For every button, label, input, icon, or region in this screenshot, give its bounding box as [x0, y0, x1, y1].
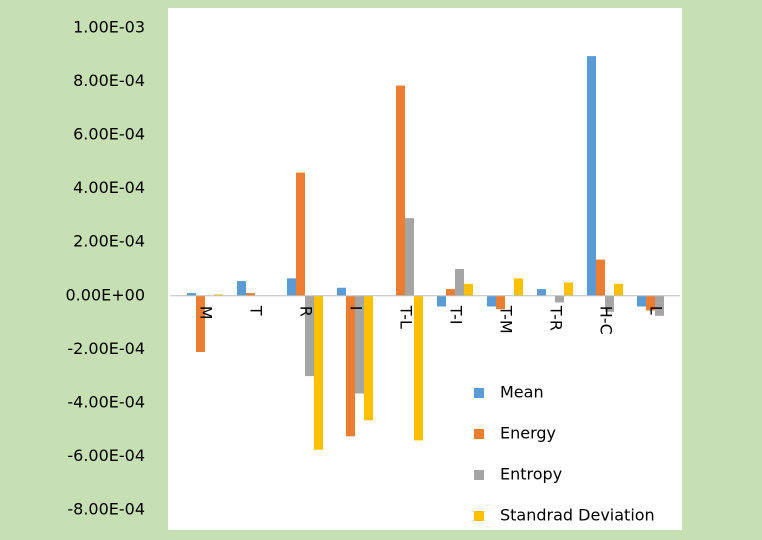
- y-tick-label: 1.00E-03: [73, 18, 145, 37]
- legend-label: Mean: [500, 383, 544, 402]
- x-tick-label: M: [197, 306, 216, 320]
- bar: [346, 295, 355, 437]
- x-tick-label: T-R: [547, 305, 566, 331]
- x-tick-label: T-L: [397, 305, 416, 329]
- bar: [537, 289, 546, 296]
- bar: [214, 294, 223, 296]
- bar: [314, 295, 323, 450]
- bar: [196, 295, 205, 353]
- bar: [305, 295, 314, 377]
- y-tick-label: 4.00E-04: [73, 178, 145, 197]
- bar: [564, 282, 573, 296]
- x-tick-label: H-C: [597, 306, 616, 335]
- bar: [464, 283, 473, 296]
- y-tick-label: -4.00E-04: [67, 392, 145, 411]
- legend-label: Energy: [500, 424, 556, 443]
- bar: [446, 289, 455, 296]
- x-tick-label: R: [297, 306, 316, 317]
- bar: [364, 295, 373, 421]
- bar: [555, 295, 564, 303]
- bar: [637, 295, 646, 307]
- y-tick-label: 0.00E+00: [66, 285, 146, 304]
- x-tick-label: I: [347, 306, 366, 311]
- bar: [337, 287, 346, 296]
- bar: [614, 283, 623, 296]
- bar: [396, 85, 405, 296]
- y-tick-label: 2.00E-04: [73, 232, 145, 251]
- bar: [655, 295, 664, 316]
- bar: [246, 293, 255, 296]
- bar: [287, 278, 296, 296]
- y-tick-label: -8.00E-04: [67, 500, 145, 519]
- bar: [514, 278, 523, 296]
- bar: [455, 269, 464, 296]
- x-tick-label: T-I: [447, 305, 466, 325]
- bar: [496, 295, 505, 310]
- legend-label: Entropy: [500, 465, 562, 484]
- y-tick-label: 6.00E-04: [73, 125, 145, 144]
- y-tick-label: -6.00E-04: [67, 446, 145, 465]
- y-tick-label: 8.00E-04: [73, 71, 145, 90]
- bar: [405, 218, 414, 296]
- bar: [355, 295, 364, 394]
- bar: [596, 259, 605, 296]
- bar: [187, 293, 196, 296]
- legend-swatch: [474, 429, 484, 439]
- bar: [414, 295, 423, 441]
- bar: [605, 295, 614, 312]
- bar: [646, 295, 655, 311]
- bar: [587, 56, 596, 296]
- x-tick-label: L: [647, 306, 666, 315]
- x-tick-label: T: [247, 305, 266, 316]
- legend-swatch: [474, 470, 484, 480]
- x-tick-label: T-M: [497, 305, 516, 334]
- y-tick-label: -2.00E-04: [67, 339, 145, 358]
- bar: [487, 295, 496, 307]
- bar: [437, 295, 446, 307]
- bar: [296, 172, 305, 296]
- legend-swatch: [474, 388, 484, 398]
- bar: [237, 281, 246, 296]
- legend-swatch: [474, 511, 484, 521]
- legend-label: Standrad Deviation: [500, 506, 655, 525]
